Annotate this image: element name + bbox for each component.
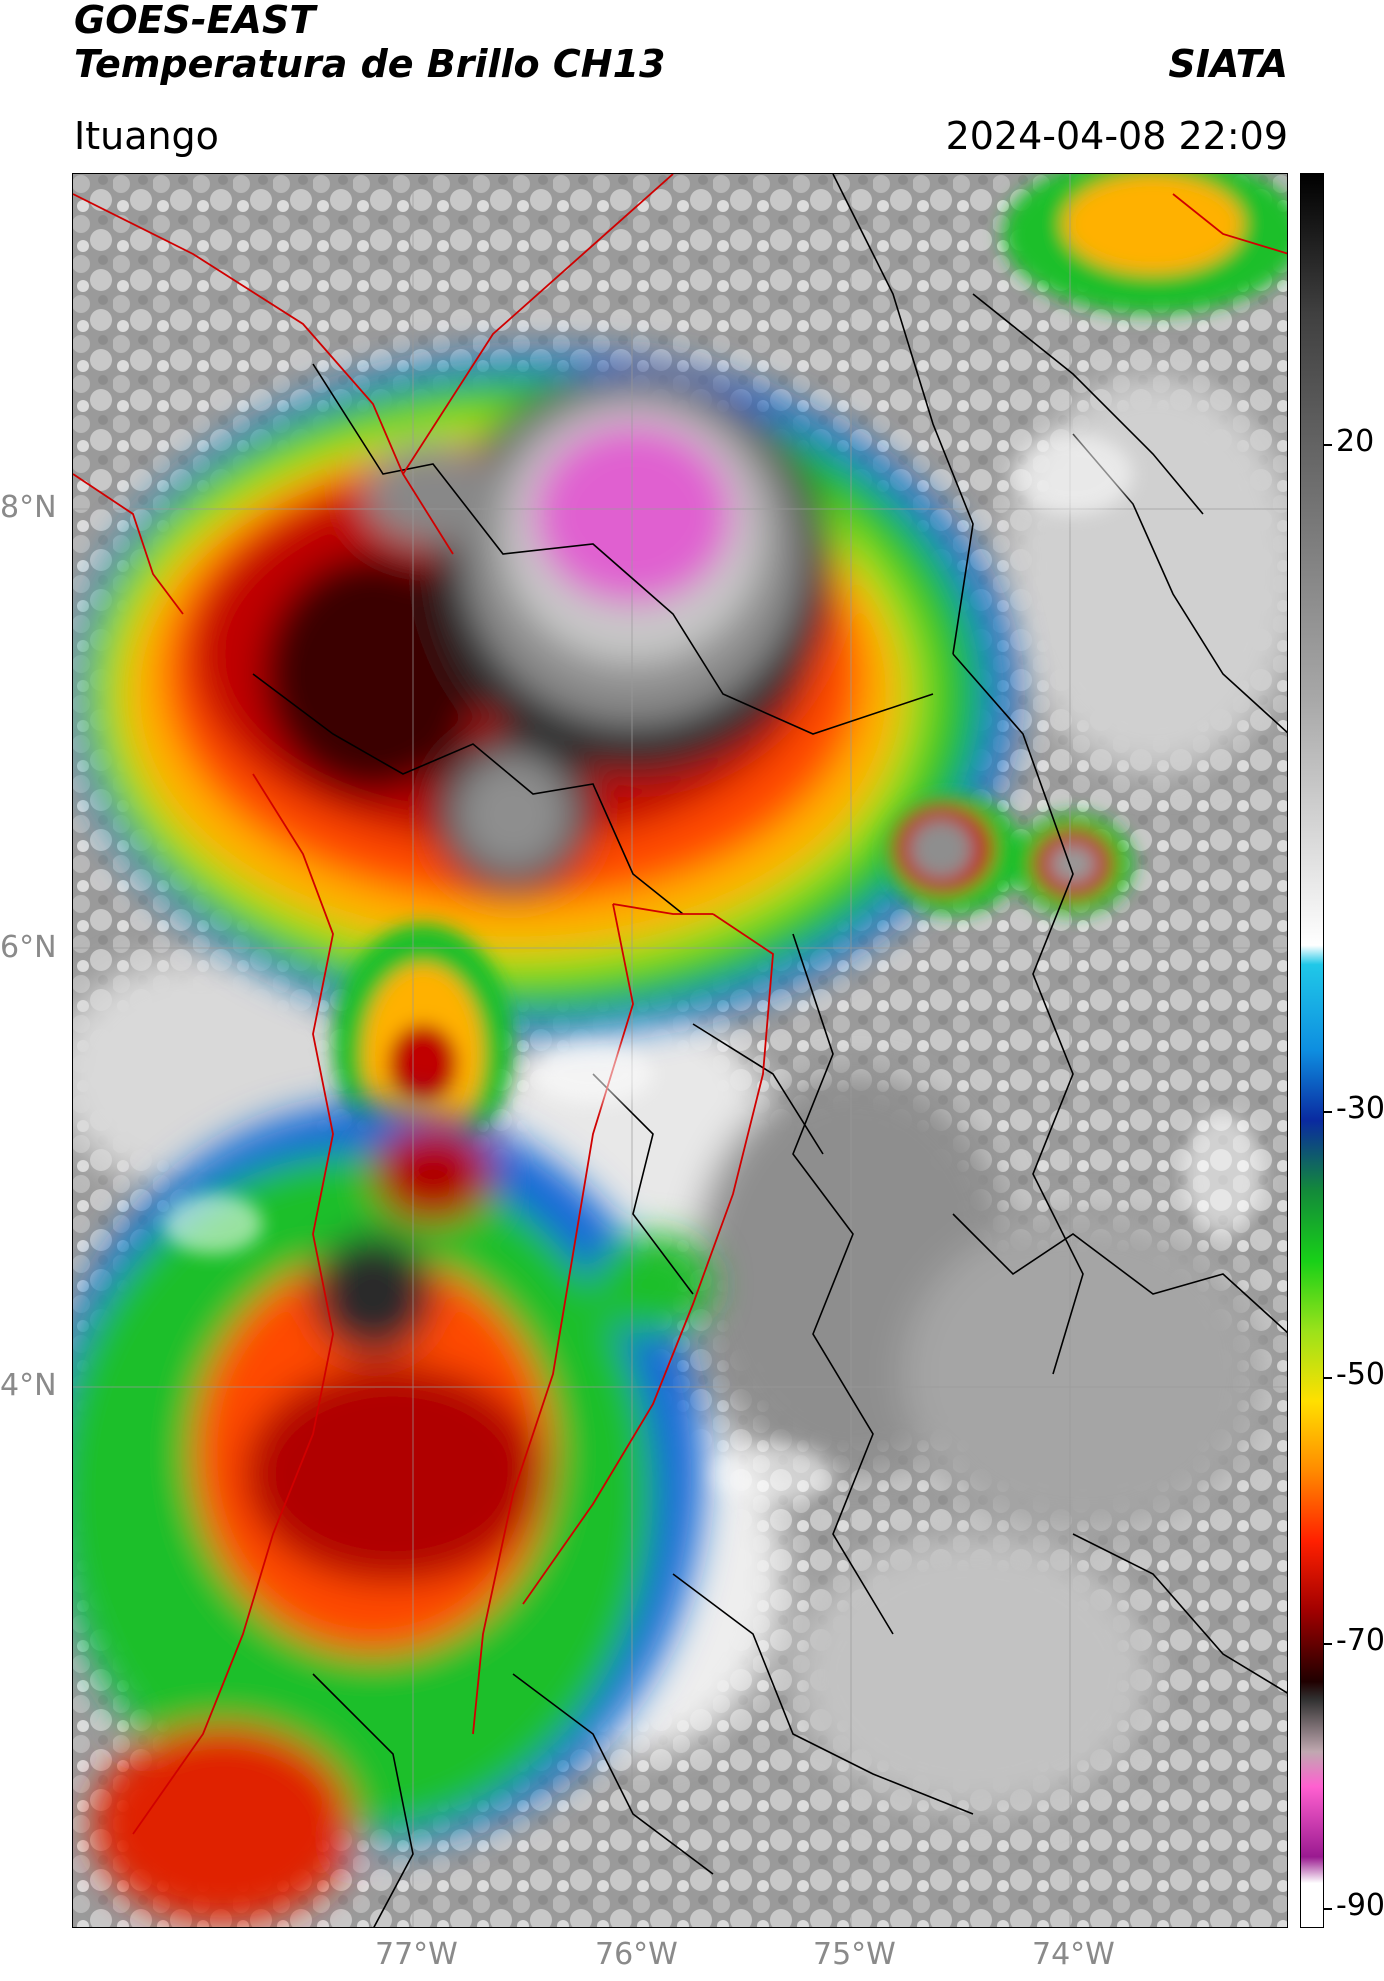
map-canvas	[73, 174, 1287, 1927]
cbar-label-m50: -50	[1336, 1357, 1384, 1392]
north-cloud-system	[73, 354, 1013, 1034]
municipal-boundaries	[252, 174, 1287, 1927]
cbar-label-m70: -70	[1336, 1623, 1384, 1658]
brand-label: SIATA	[1168, 42, 1288, 86]
cbar-tick-mark-m30	[1324, 1111, 1332, 1113]
lon-label-74w: 74°W	[1032, 1937, 1115, 1972]
cbar-label-m30: -30	[1336, 1091, 1384, 1126]
department-boundaries	[73, 174, 1287, 1835]
lon-label-77w: 77°W	[375, 1937, 458, 1972]
cbar-label-20: 20	[1336, 424, 1375, 459]
bright-cloud-patches	[163, 434, 1263, 1504]
east-cells	[883, 174, 1287, 914]
location-label: Ituango	[74, 114, 219, 158]
lat-label-4n: 4°N	[0, 1368, 57, 1403]
cbar-tick-mark-m50	[1324, 1377, 1332, 1379]
south-cloud-system	[73, 1104, 713, 1924]
title-line1: GOES-EAST	[74, 0, 316, 42]
lon-label-76w: 76°W	[595, 1937, 678, 1972]
cbar-tick-mark-m90	[1324, 1908, 1332, 1910]
cbar-label-m90: -90	[1336, 1888, 1384, 1923]
lat-label-8n: 8°N	[0, 490, 57, 525]
datetime-label: 2024-04-08 22:09	[945, 114, 1288, 158]
lon-label-75w: 75°W	[813, 1937, 896, 1972]
central-tail	[333, 924, 513, 1164]
cbar-tick-mark-m70	[1324, 1643, 1332, 1645]
lat-label-6n: 6°N	[0, 930, 57, 965]
colorbar-gradient	[1301, 174, 1323, 1927]
title-line2: Temperatura de Brillo CH13	[74, 42, 666, 86]
cbar-tick-mark-20	[1324, 444, 1332, 446]
colorbar	[1300, 173, 1324, 1928]
satellite-map	[72, 173, 1288, 1928]
